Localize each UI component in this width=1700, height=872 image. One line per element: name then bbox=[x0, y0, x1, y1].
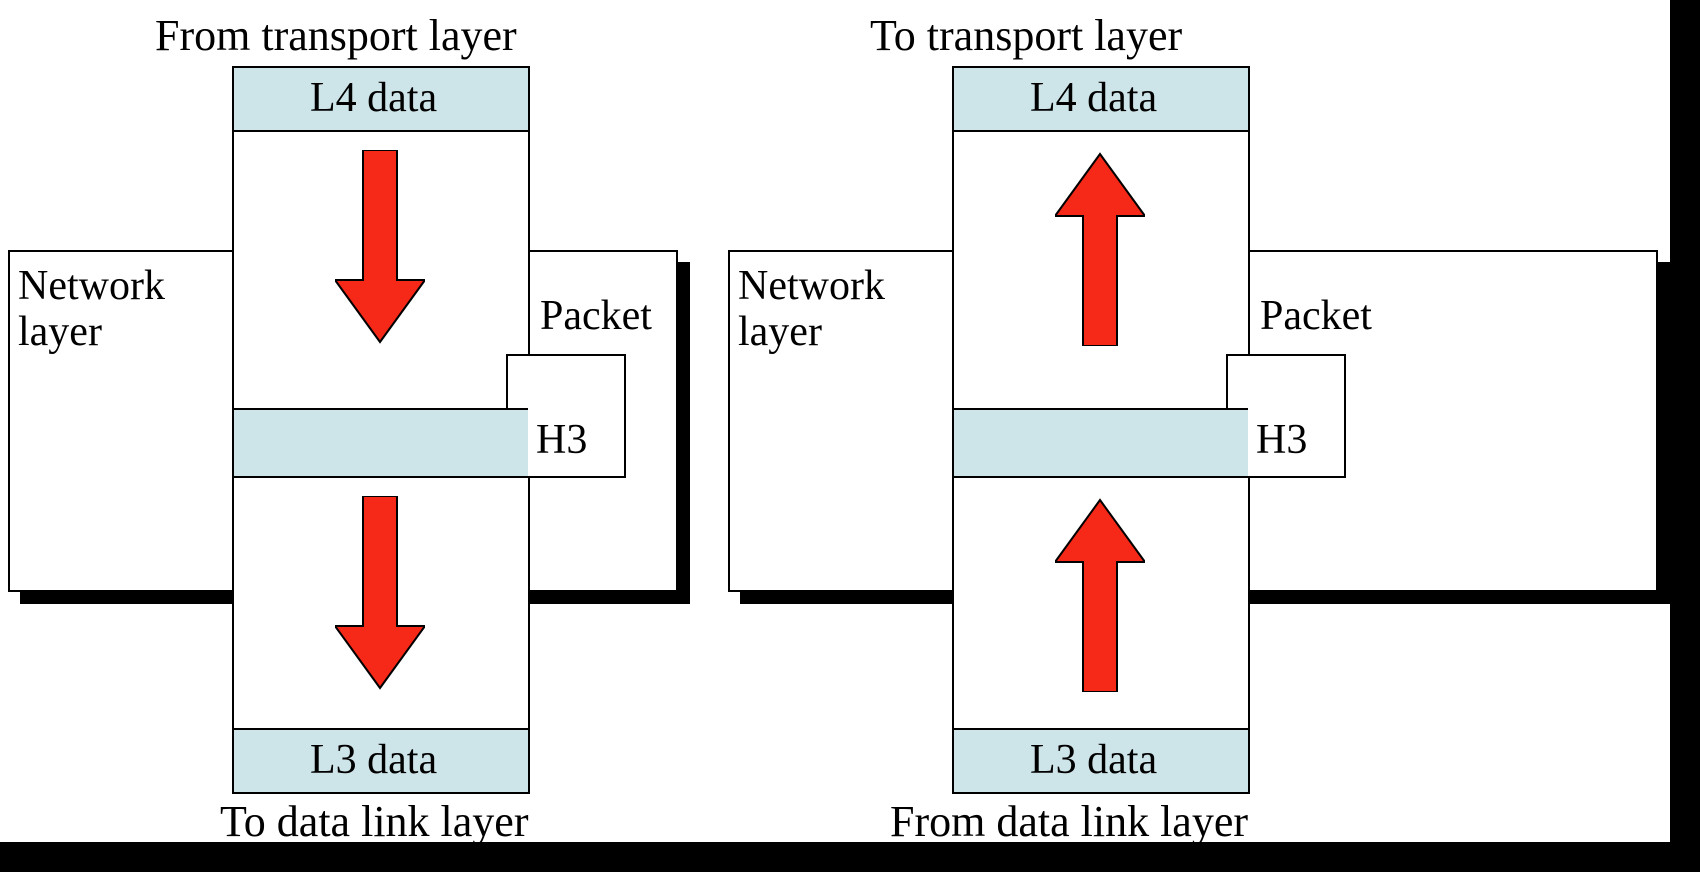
left-l3-label: L3 data bbox=[310, 736, 437, 784]
right-title-top: To transport layer bbox=[870, 10, 1182, 61]
right-title-bottom: From data link layer bbox=[890, 796, 1248, 847]
right-l3-label: L3 data bbox=[1030, 736, 1157, 784]
left-h3-label: H3 bbox=[536, 416, 587, 464]
right-network-label1: Network bbox=[738, 262, 885, 310]
right-bar bbox=[1670, 0, 1700, 872]
right-arrow-up-1 bbox=[1055, 150, 1145, 346]
left-network-label1: Network bbox=[18, 262, 165, 310]
left-packet-payload bbox=[234, 410, 528, 476]
left-arrow-down-1 bbox=[335, 150, 425, 346]
left-l4-label: L4 data bbox=[310, 74, 437, 122]
left-title-bottom: To data link layer bbox=[220, 796, 528, 847]
left-packet-label: Packet bbox=[540, 292, 652, 340]
right-arrow-up-2 bbox=[1055, 496, 1145, 692]
diagram-canvas: From transport layer L4 data Packet H3 N… bbox=[0, 0, 1700, 872]
left-packet-top-line bbox=[234, 408, 528, 410]
right-sep-line bbox=[954, 476, 1346, 478]
right-packet-top-line bbox=[954, 408, 1248, 410]
left-arrow-down-2 bbox=[335, 496, 425, 692]
left-sep-line bbox=[234, 476, 626, 478]
right-packet-label: Packet bbox=[1260, 292, 1372, 340]
right-network-label2: layer bbox=[738, 308, 822, 356]
right-h3-label: H3 bbox=[1256, 416, 1307, 464]
right-packet-payload bbox=[954, 410, 1248, 476]
right-l4-label: L4 data bbox=[1030, 74, 1157, 122]
left-network-label2: layer bbox=[18, 308, 102, 356]
left-title-top: From transport layer bbox=[155, 10, 517, 61]
